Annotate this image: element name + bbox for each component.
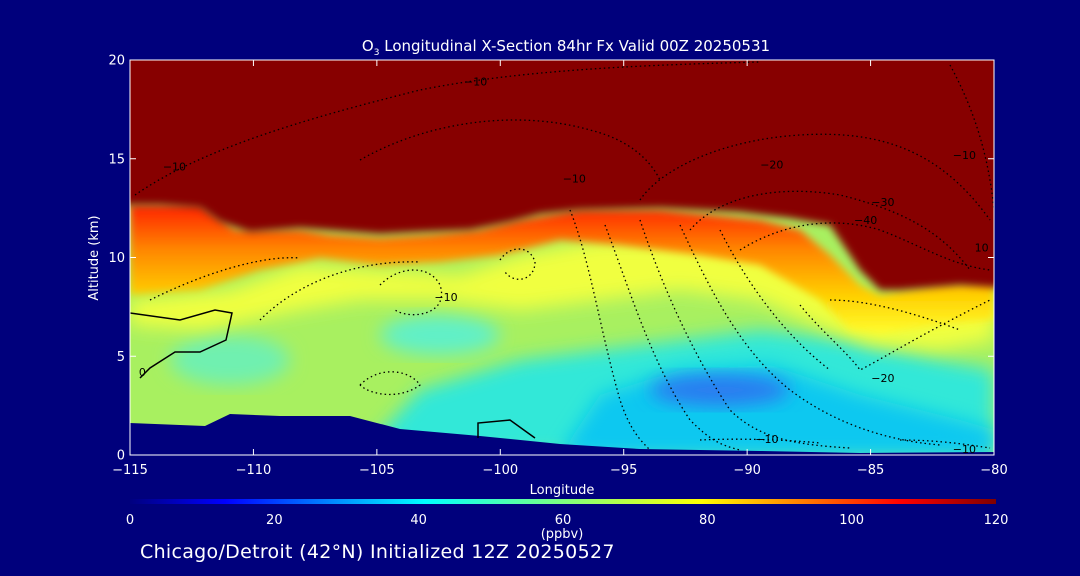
colorbar-tick-label: 80 — [699, 513, 716, 528]
contour-label: −20 — [871, 372, 894, 385]
zero-contour-west — [130, 309, 233, 379]
ozone-field — [130, 60, 994, 455]
x-tick-label: −105 — [359, 463, 395, 478]
contour-line — [604, 224, 741, 451]
contour-line — [499, 248, 536, 280]
contour-label: −10 — [163, 161, 186, 174]
contour-line — [134, 61, 761, 196]
field-cyan-west — [170, 335, 290, 385]
colorbar-tick-label: 0 — [126, 513, 134, 528]
contour-line — [639, 133, 991, 221]
field-cyan-mid — [380, 315, 500, 355]
terrain — [130, 414, 994, 455]
contour-label: 10 — [975, 242, 989, 255]
zero-contours — [130, 309, 536, 439]
field-tropopause-gradient — [130, 205, 994, 335]
contour-line — [699, 438, 821, 444]
zero-contour-bump — [477, 419, 536, 439]
field-blue-core — [650, 374, 790, 406]
title-sub: 3 — [374, 48, 380, 58]
x-tick-label: −85 — [857, 463, 884, 478]
x-tick-label: −95 — [610, 463, 637, 478]
contour-line — [259, 261, 421, 321]
y-tick-label: 20 — [108, 54, 125, 69]
title-rest: Longitudinal X-Section 84hr Fx Valid 00Z… — [379, 37, 770, 55]
contour-line — [719, 229, 831, 371]
y-axis-label: Altitude (km) — [87, 215, 102, 300]
field-stratosphere — [130, 60, 994, 290]
contour-line — [829, 299, 961, 331]
y-axis: 0 5 10 15 20 — [108, 54, 994, 464]
contour-lines — [134, 61, 994, 451]
x-tick-label: −80 — [980, 463, 1007, 478]
colorbar-tick-label: 100 — [839, 513, 864, 528]
y-tick-label: 15 — [108, 152, 125, 167]
contour-label: −10 — [434, 291, 457, 304]
x-tick-label: −110 — [236, 463, 272, 478]
y-tick-label: 10 — [108, 251, 125, 266]
chart-subtitle: Chicago/Detroit (42°N) Initialized 12Z 2… — [140, 541, 615, 563]
contour-label: −20 — [760, 159, 783, 172]
y-tick-label: 0 — [117, 449, 125, 464]
contour-label: −30 — [871, 196, 894, 209]
colorbar-ticks: 0 20 40 60 80 100 120 — [126, 513, 1009, 528]
contour-label: −10 — [563, 172, 586, 185]
contour-line — [359, 371, 421, 396]
x-tick-label: −115 — [112, 463, 148, 478]
colorbar-tick-label: 60 — [555, 513, 572, 528]
x-axis: −115 −110 −105 −100 −95 −90 −85 −80 — [112, 60, 1008, 478]
colorbar-tick-label: 40 — [410, 513, 427, 528]
contour-label: −10 — [953, 443, 976, 456]
contour-labels: 0 −10 −10 −10 −20 −30 −40 −10 10 −10 −20 −10 −10 — [139, 76, 989, 456]
chart-title: O3 Longitudinal X-Section 84hr Fx Valid … — [362, 37, 770, 58]
colorbar — [130, 499, 996, 504]
x-tick-label: −90 — [733, 463, 760, 478]
colorbar-tick-label: 120 — [984, 513, 1009, 528]
contour-label: −10 — [464, 76, 487, 89]
title-main: O — [362, 37, 374, 55]
contour-line — [359, 119, 661, 181]
colorbar-label: (ppbv) — [541, 527, 584, 542]
x-tick-label: −100 — [482, 463, 518, 478]
contour-label: −10 — [953, 149, 976, 162]
contour-label: 0 — [139, 366, 146, 379]
y-tick-label: 5 — [117, 350, 125, 365]
x-axis-label: Longitude — [530, 483, 595, 498]
contour-label: −10 — [755, 433, 778, 446]
colorbar-tick-label: 20 — [266, 513, 283, 528]
contour-line — [639, 219, 851, 449]
contour-label: −40 — [854, 214, 877, 227]
